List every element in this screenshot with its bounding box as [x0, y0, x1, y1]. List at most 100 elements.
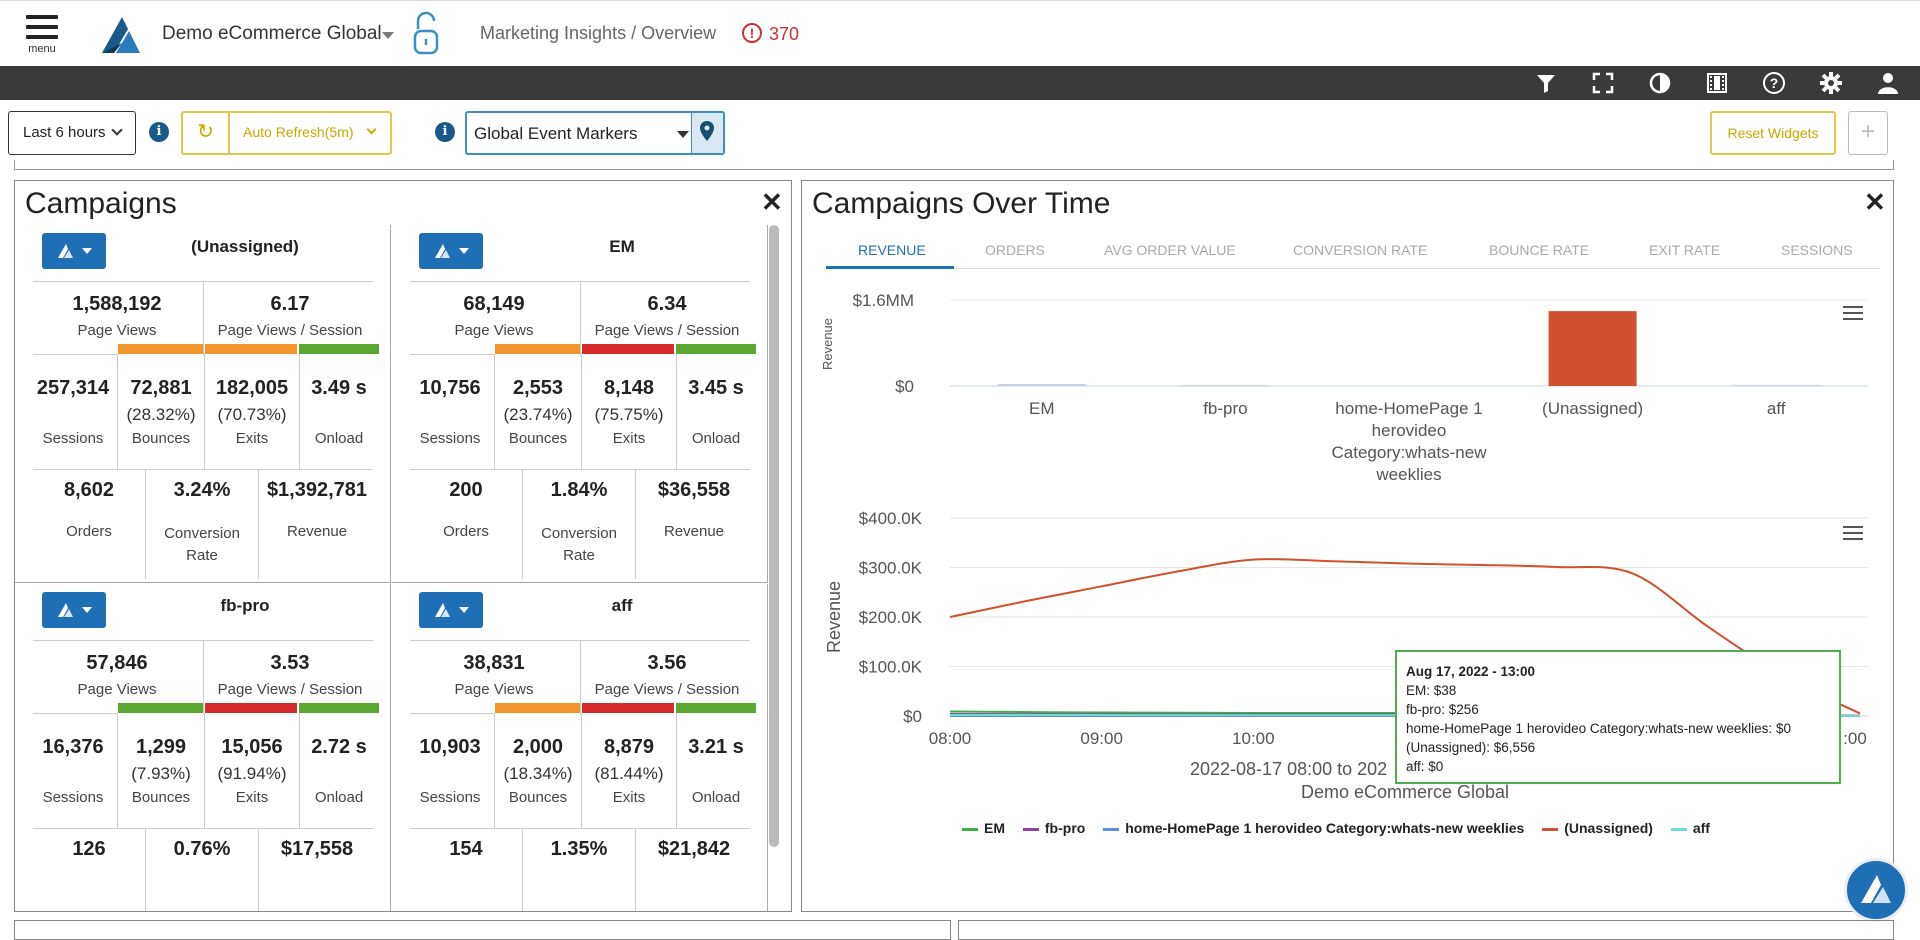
- event-markers-value: Global Event Markers: [474, 124, 638, 143]
- exits-percent: (81.44%): [594, 764, 664, 783]
- menu-label: menu: [28, 43, 56, 55]
- scrollbar[interactable]: [769, 225, 779, 847]
- legend-item-fb-pro[interactable]: fb-pro: [1022, 820, 1085, 836]
- account-caret-icon[interactable]: [382, 32, 394, 39]
- panel-title: Campaigns: [25, 187, 177, 220]
- x-tick-label: weeklies: [1375, 465, 1441, 484]
- tab-exit-rate[interactable]: EXIT RATE: [1649, 242, 1721, 258]
- divider: [299, 713, 300, 828]
- auto-refresh-label[interactable]: Auto Refresh(5m): [243, 124, 354, 140]
- onload-value: 2.72 s: [311, 736, 367, 758]
- contrast-icon[interactable]: [1648, 71, 1672, 95]
- campaign-name: aff: [611, 596, 633, 615]
- fullscreen-icon[interactable]: [1591, 71, 1615, 95]
- map-pin-button[interactable]: [691, 113, 723, 153]
- campaign-menu-button[interactable]: [419, 233, 483, 269]
- pv-session-value: 3.56: [647, 652, 687, 674]
- caret-down-icon: [82, 248, 92, 254]
- revenue-label: Revenue: [286, 523, 348, 540]
- bounces-percent: (7.93%): [131, 764, 191, 783]
- exits-label: Exits: [235, 430, 269, 447]
- tab-avg-order-value[interactable]: AVG ORDER VALUE: [1104, 242, 1236, 258]
- page-views-label: Page Views: [454, 681, 534, 698]
- campaign-card: EM 68,149 Page Views 6.34 Page Views / S…: [392, 225, 768, 583]
- filter-icon[interactable]: [1534, 71, 1558, 95]
- tooltip-line: (Unassigned): $6,556: [1406, 740, 1536, 755]
- conversion-value: 3.24%: [173, 479, 231, 501]
- onload-label: Onload: [314, 789, 364, 806]
- alert-count[interactable]: 370: [769, 24, 800, 44]
- page-views-value: 1,588,192: [72, 293, 162, 315]
- close-icon[interactable]: ✕: [761, 187, 783, 217]
- status-bar: [118, 344, 203, 354]
- hamburger-icon: [1843, 532, 1863, 534]
- sessions-value: 16,376: [42, 736, 104, 758]
- hamburger-icon: [1843, 312, 1863, 314]
- divider: [494, 713, 495, 828]
- info-icon[interactable]: i: [149, 122, 169, 142]
- unlock-icon[interactable]: [412, 11, 442, 57]
- add-widget-button[interactable]: +: [1848, 111, 1888, 155]
- help-icon[interactable]: ?: [1762, 71, 1786, 95]
- auto-refresh-control[interactable]: ↻ Auto Refresh(5m): [181, 111, 392, 155]
- legend-item-em[interactable]: EM: [962, 820, 1005, 836]
- floating-brand-button[interactable]: [1844, 858, 1908, 922]
- sessions-label: Sessions: [42, 430, 104, 447]
- campaign-menu-button[interactable]: [419, 592, 483, 628]
- divider: [494, 354, 495, 469]
- caret-down-icon: [459, 248, 469, 254]
- status-bar: [495, 344, 580, 354]
- page-views-value: 57,846: [86, 652, 148, 674]
- bounces-percent: (28.32%): [126, 405, 196, 424]
- alert-icon[interactable]: !: [742, 23, 762, 43]
- pv-session-label: Page Views / Session: [594, 322, 740, 339]
- pv-session-value: 3.53: [270, 652, 310, 674]
- account-name[interactable]: Demo eCommerce Global: [162, 23, 382, 44]
- x-tick-label: 09:00: [1080, 729, 1123, 748]
- y-axis-label: Revenue: [824, 581, 844, 653]
- brand-logo-icon[interactable]: [96, 13, 144, 57]
- legend-item-aff[interactable]: aff: [1670, 820, 1710, 836]
- settings-icon[interactable]: [1819, 71, 1843, 95]
- user-icon[interactable]: [1876, 71, 1900, 95]
- event-markers-select[interactable]: Global Event Markers: [465, 111, 725, 155]
- menu-button[interactable]: menu: [24, 15, 60, 55]
- legend-swatch: [962, 827, 978, 831]
- tooltip-line: aff: $0: [1406, 759, 1444, 774]
- close-icon[interactable]: ✕: [1864, 187, 1886, 217]
- legend-item-home[interactable]: home-HomePage 1 herovideo Category:whats…: [1103, 820, 1524, 836]
- exits-value: 8,148: [603, 377, 655, 399]
- x-tick-label: (Unassigned): [1542, 399, 1643, 418]
- y-tick-label: $1.6MM: [853, 291, 914, 310]
- tab-orders[interactable]: ORDERS: [985, 242, 1045, 258]
- campaign-menu-button[interactable]: [42, 233, 106, 269]
- divider: [522, 469, 523, 579]
- status-bar: [205, 344, 297, 354]
- legend-label: aff: [1692, 820, 1710, 836]
- tab-sessions[interactable]: SESSIONS: [1781, 242, 1853, 258]
- legend-item-unassigned[interactable]: (Unassigned): [1542, 820, 1653, 836]
- film-icon[interactable]: [1705, 71, 1729, 95]
- breadcrumb[interactable]: Marketing Insights / Overview: [480, 23, 717, 43]
- brand-logo-icon: [435, 603, 450, 617]
- sessions-label: Sessions: [419, 789, 481, 806]
- tab-bounce-rate[interactable]: BOUNCE RATE: [1489, 242, 1590, 258]
- active-tab-indicator: [826, 266, 954, 269]
- campaign-menu-button[interactable]: [42, 592, 106, 628]
- legend-swatch: [1022, 827, 1039, 831]
- bar: [1732, 384, 1821, 386]
- info-icon[interactable]: i: [435, 122, 455, 142]
- tab-revenue[interactable]: REVENUE: [858, 242, 926, 258]
- time-range-select[interactable]: Last 6 hours: [8, 111, 136, 155]
- x-tick-label: herovideo: [1372, 421, 1447, 440]
- refresh-icon[interactable]: ↻: [183, 113, 230, 153]
- onload-value: 3.45 s: [688, 377, 744, 399]
- divider: [410, 354, 495, 355]
- y-tick-label: $100.0K: [859, 658, 923, 677]
- reset-widgets-button[interactable]: Reset Widgets: [1710, 111, 1836, 155]
- tab-conversion-rate[interactable]: CONVERSION RATE: [1293, 242, 1428, 258]
- controls-row: Last 6 hours i ↻ Auto Refresh(5m) i Glob…: [0, 100, 1920, 164]
- page-views-value: 38,831: [463, 652, 525, 674]
- tooltip-line: fb-pro: $256: [1406, 702, 1479, 717]
- exits-value: 8,879: [603, 736, 655, 758]
